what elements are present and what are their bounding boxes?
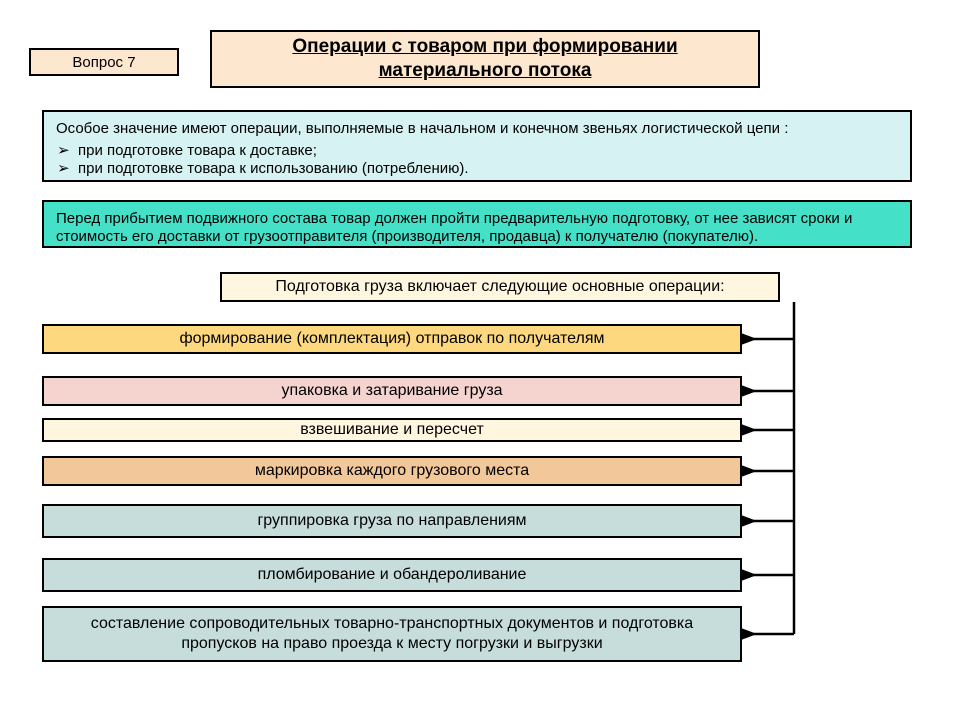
info1-bullet-1: при подготовке товара к доставке; <box>78 141 898 159</box>
title-box: Операции с товаром при формированииматер… <box>210 30 760 88</box>
ops-header-text: Подготовка груза включает следующие осно… <box>275 278 724 296</box>
operation-text: пломбирование и обандероливание <box>258 566 527 584</box>
operation-text: группировка груза по направлениям <box>257 512 526 530</box>
info-box-2: Перед прибытием подвижного состава товар… <box>42 200 912 248</box>
operation-box: упаковка и затаривание груза <box>42 376 742 406</box>
operation-box: группировка груза по направлениям <box>42 504 742 538</box>
question-label: Вопрос 7 <box>72 54 135 71</box>
title-line-1: Операции с товаром при формировании <box>292 35 677 59</box>
operation-text: формирование (комплектация) отправок по … <box>179 330 604 348</box>
info1-bullets: при подготовке товара к доставке;при под… <box>56 141 898 177</box>
question-box: Вопрос 7 <box>29 48 179 76</box>
title-line-2: материального потока <box>379 59 592 83</box>
operation-box: составление сопроводительных товарно-тра… <box>42 606 742 662</box>
info1-lead: Особое значение имеют операции, выполняе… <box>56 120 898 137</box>
operation-text: взвешивание и пересчет <box>300 421 484 439</box>
operation-text: маркировка каждого грузового места <box>255 462 529 480</box>
operation-text: составление сопроводительных товарно-тра… <box>54 614 730 654</box>
operation-box: пломбирование и обандероливание <box>42 558 742 592</box>
info1-bullet-2: при подготовке товара к использованию (п… <box>78 159 898 177</box>
operation-box: маркировка каждого грузового места <box>42 456 742 486</box>
operation-box: формирование (комплектация) отправок по … <box>42 324 742 354</box>
ops-header-box: Подготовка груза включает следующие осно… <box>220 272 780 302</box>
info-box-1: Особое значение имеют операции, выполняе… <box>42 110 912 182</box>
operation-text: упаковка и затаривание груза <box>281 382 502 400</box>
info2-text: Перед прибытием подвижного состава товар… <box>56 210 852 245</box>
operation-box: взвешивание и пересчет <box>42 418 742 442</box>
